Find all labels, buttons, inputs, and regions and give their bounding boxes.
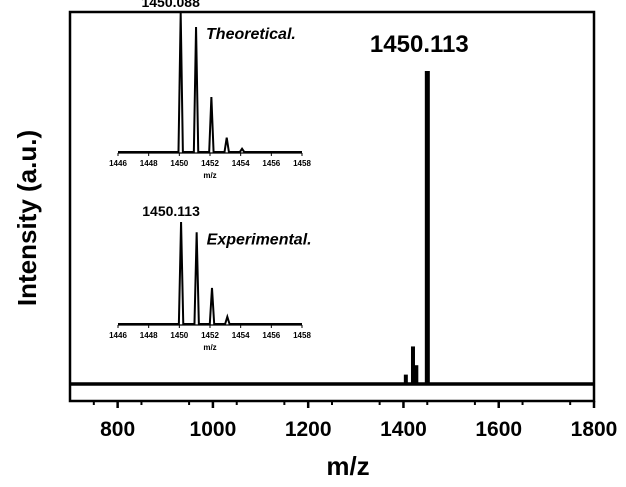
x-tick-label-2: 1200: [285, 418, 332, 441]
inset-peak-label: 1450.113: [142, 203, 200, 219]
inset-tick-label-4: 1454: [232, 331, 250, 340]
inset-tick-label-0: 1446: [109, 331, 127, 340]
inset-tick-label-5: 1456: [262, 159, 280, 168]
peak-3: [424, 71, 430, 384]
x-axis-ticks: 800 1000 1200 1400 1600 1800: [92, 401, 618, 441]
x-tick-label-4: 1600: [475, 418, 522, 441]
inset-tick-label-4: 1454: [232, 159, 250, 168]
x-tick-label-0: 800: [100, 418, 135, 441]
inset-x-label: m/z: [203, 343, 216, 352]
peak-0: [403, 374, 408, 384]
inset-theoretical: 1446 1448 1450 1452 1454 1456 1458 m/z 1450.088 T…: [109, 0, 311, 180]
peak-2: [414, 365, 419, 384]
x-tick-label-1: 1000: [190, 418, 237, 441]
main-spectrum: [403, 71, 430, 384]
main-peak-label: 1450.113: [370, 31, 469, 58]
inset-tick-label-2: 1450: [170, 331, 188, 340]
inset-x-label: m/z: [203, 171, 216, 180]
inset-tick-label-2: 1450: [170, 159, 188, 168]
inset-experimental: 1446 1448 1450 1452 1454 1456 1458 m/z 1450.113 E…: [109, 203, 311, 352]
inset-spectrum-line: [118, 221, 302, 325]
inset-tick-label-0: 1446: [109, 159, 127, 168]
inset-peak-label: 1450.088: [141, 0, 200, 10]
x-tick-label-5: 1800: [571, 418, 618, 441]
inset-tick-label-1: 1448: [140, 331, 158, 340]
y-axis-label: Intensity (a.u.): [12, 130, 42, 306]
peak-1: [410, 346, 415, 384]
x-axis-label: m/z: [326, 451, 369, 481]
inset-title: Experimental.: [207, 231, 312, 248]
inset-tick-label-3: 1452: [201, 331, 219, 340]
inset-title: Theoretical.: [206, 26, 296, 43]
inset-tick-label-6: 1458: [293, 331, 311, 340]
x-tick-label-3: 1400: [380, 418, 427, 441]
inset-tick-label-1: 1448: [140, 159, 158, 168]
inset-tick-label-3: 1452: [201, 159, 219, 168]
inset-tick-label-6: 1458: [293, 159, 311, 168]
inset-tick-label-5: 1456: [262, 331, 280, 340]
